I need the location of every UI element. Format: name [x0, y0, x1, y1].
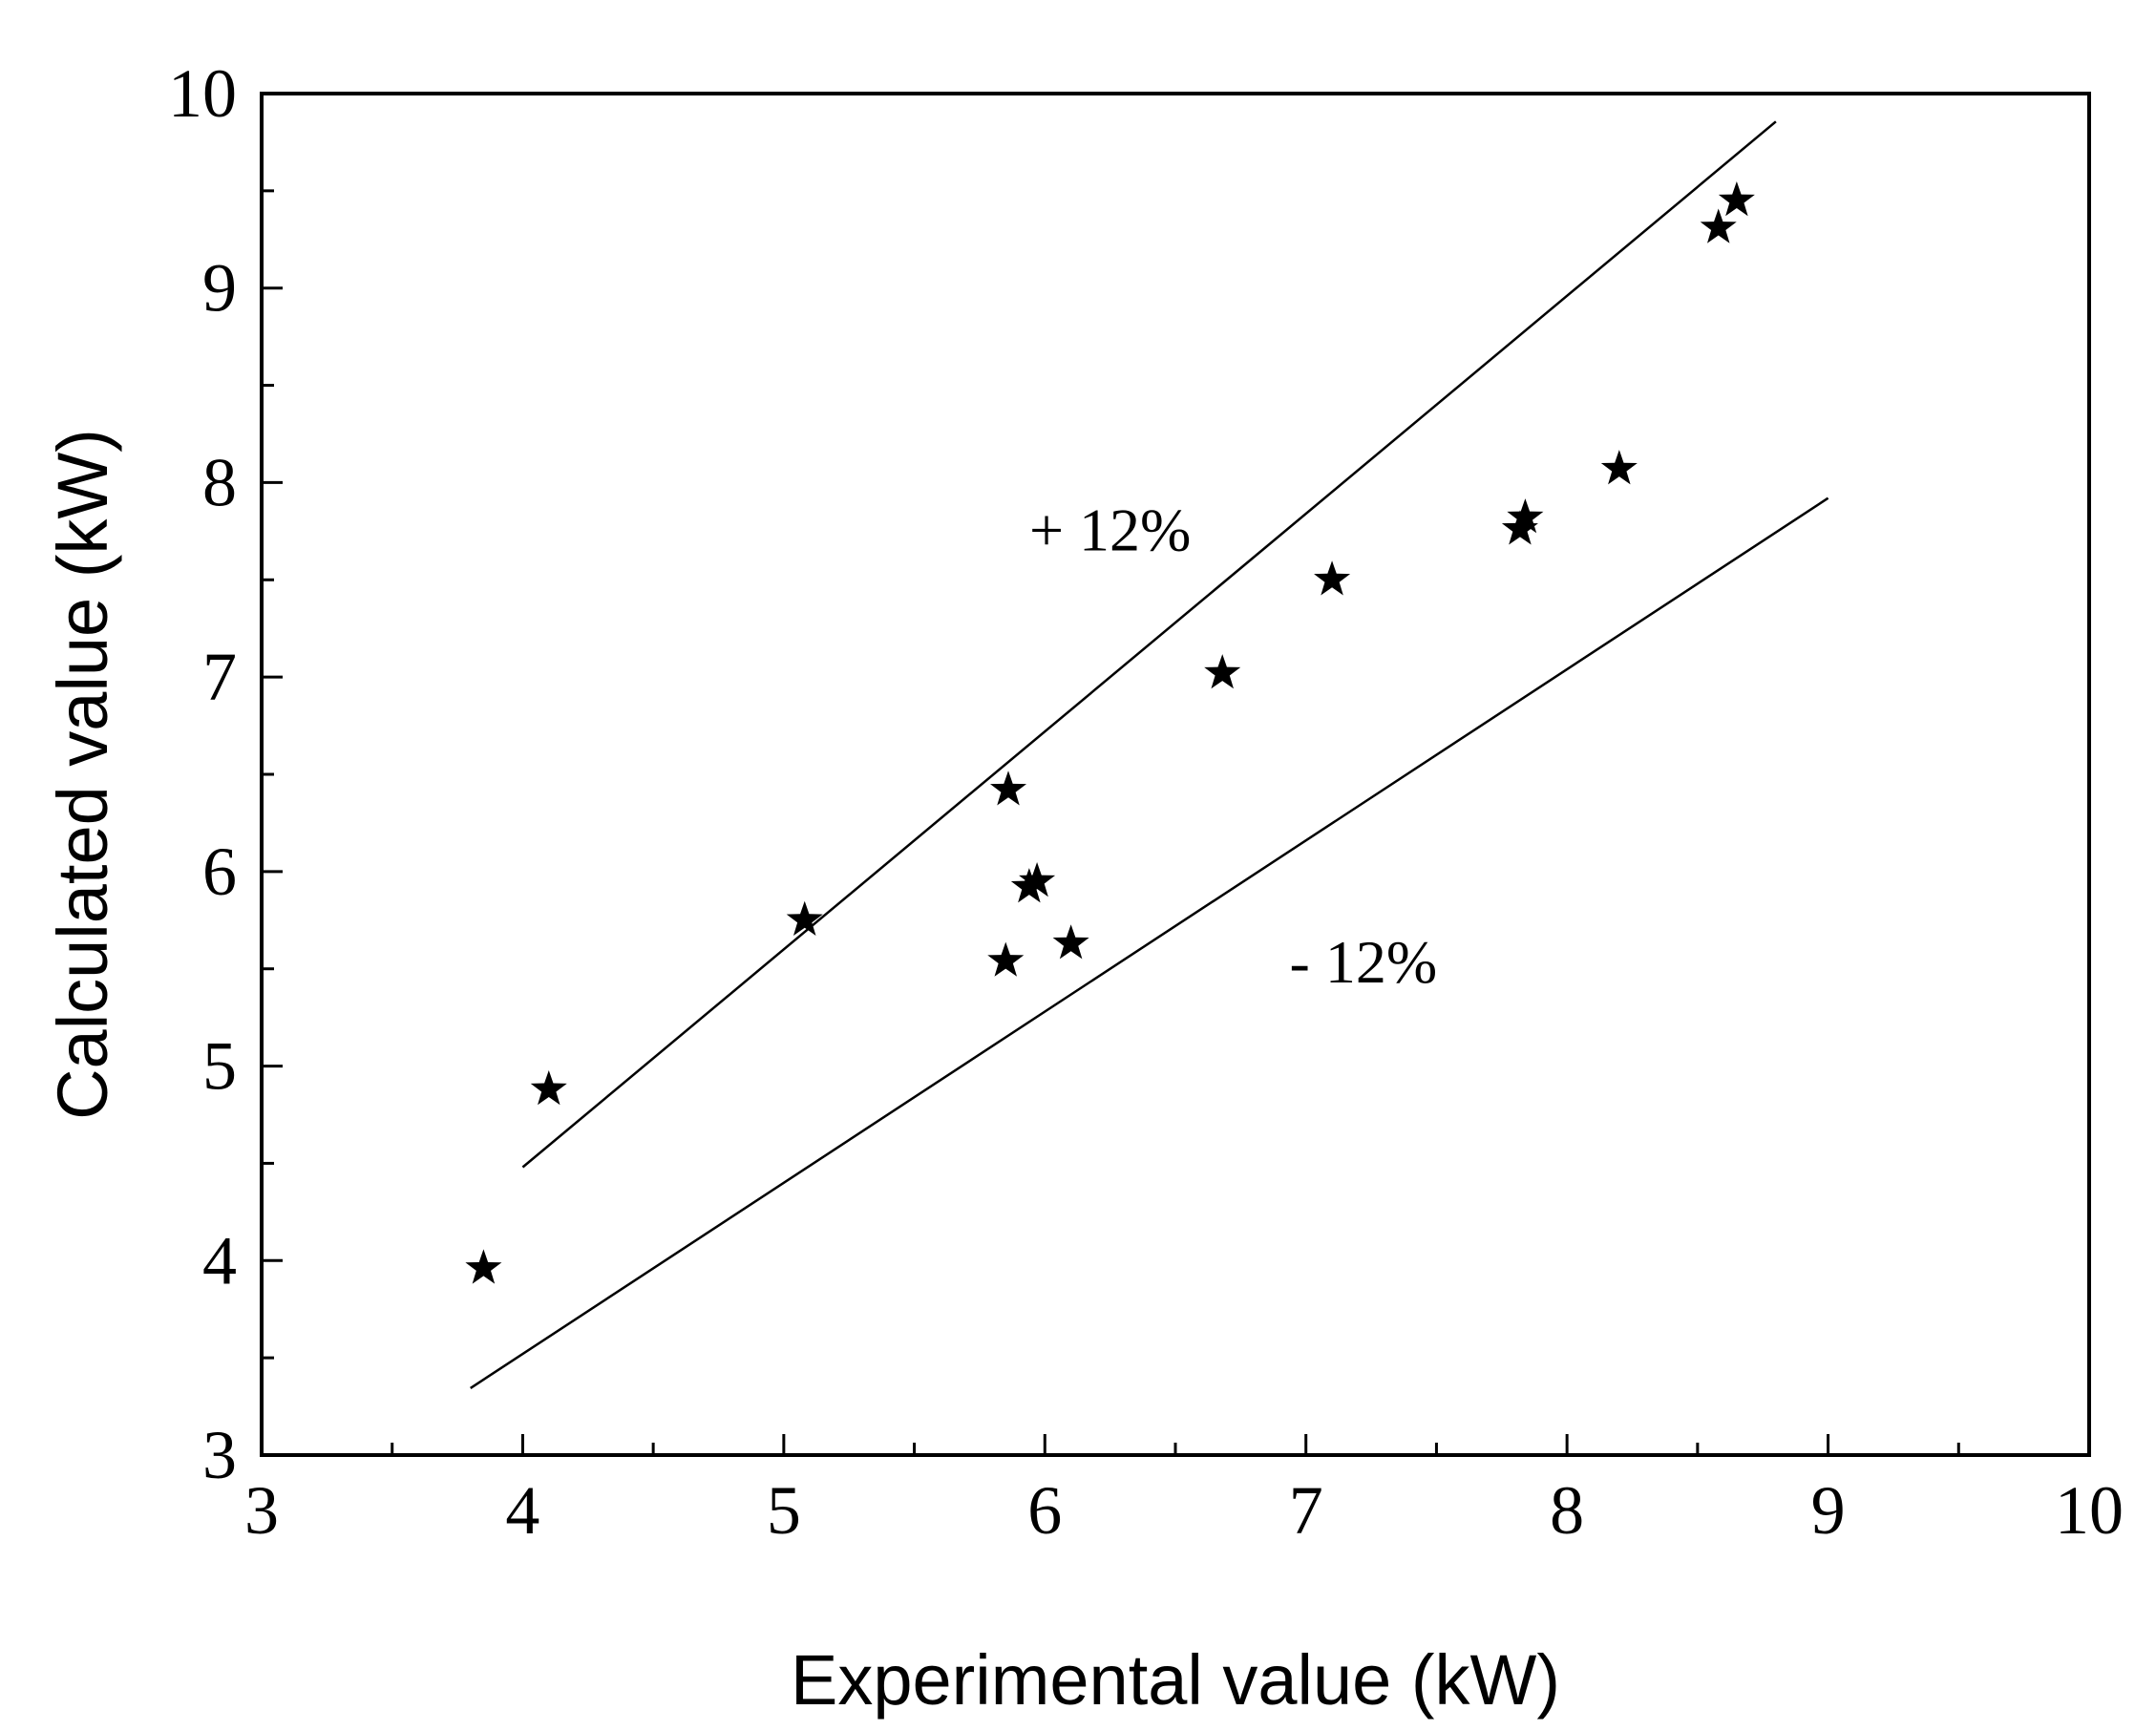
data-point-star: [1204, 654, 1241, 689]
x-tick-label: 7: [1289, 1472, 1323, 1549]
x-tick-label: 5: [767, 1472, 801, 1549]
axis-ticks: [260, 92, 2091, 1457]
data-point-star: [1314, 560, 1351, 596]
y-tick-label: 5: [202, 1028, 237, 1105]
data-point-star: [1700, 208, 1737, 243]
upper-reference-label: + 12%: [1029, 496, 1191, 564]
data-point-star: [1507, 498, 1544, 534]
x-tick-label: 3: [244, 1472, 279, 1549]
x-tick-labels: 3 4 5 6 7 8 9 10: [244, 1472, 2124, 1549]
x-tick-label: 8: [1550, 1472, 1584, 1549]
data-point-star: [786, 900, 823, 936]
data-point-star: [465, 1249, 502, 1284]
data-point-star: [530, 1070, 567, 1106]
x-tick-label: 9: [1811, 1472, 1846, 1549]
data-point-star: [989, 771, 1027, 806]
data-point-star: [987, 941, 1025, 977]
x-tick-label: 10: [2055, 1472, 2124, 1549]
upper-reference-line: [521, 120, 1777, 1169]
x-axis-title: Experimental value (kW): [791, 1640, 1560, 1720]
data-point-star: [1019, 862, 1056, 897]
x-tick-label: 6: [1027, 1472, 1062, 1549]
y-axis-title: Calculated value (kW): [43, 429, 122, 1120]
data-point-star: [1600, 450, 1638, 485]
y-tick-label: 10: [168, 55, 237, 132]
y-tick-label: 7: [202, 639, 237, 715]
y-tick-label: 3: [202, 1417, 237, 1493]
y-tick-label: 4: [202, 1222, 237, 1298]
lower-reference-line: [470, 496, 1829, 1389]
lower-reference-label: - 12%: [1290, 928, 1438, 996]
x-tick-label: 4: [505, 1472, 539, 1549]
y-tick-label: 6: [202, 834, 237, 910]
y-tick-label: 8: [202, 444, 237, 520]
data-point-star: [1010, 868, 1047, 903]
plot-frame: [260, 92, 2091, 1457]
y-tick-labels: 3 4 5 6 7 8 9 10: [168, 55, 237, 1493]
y-tick-label: 9: [202, 250, 237, 327]
data-points: [465, 181, 1755, 1284]
reference-lines: + 12% - 12%: [470, 120, 1829, 1389]
data-point-star: [1718, 181, 1755, 217]
data-point-star: [1052, 924, 1089, 960]
